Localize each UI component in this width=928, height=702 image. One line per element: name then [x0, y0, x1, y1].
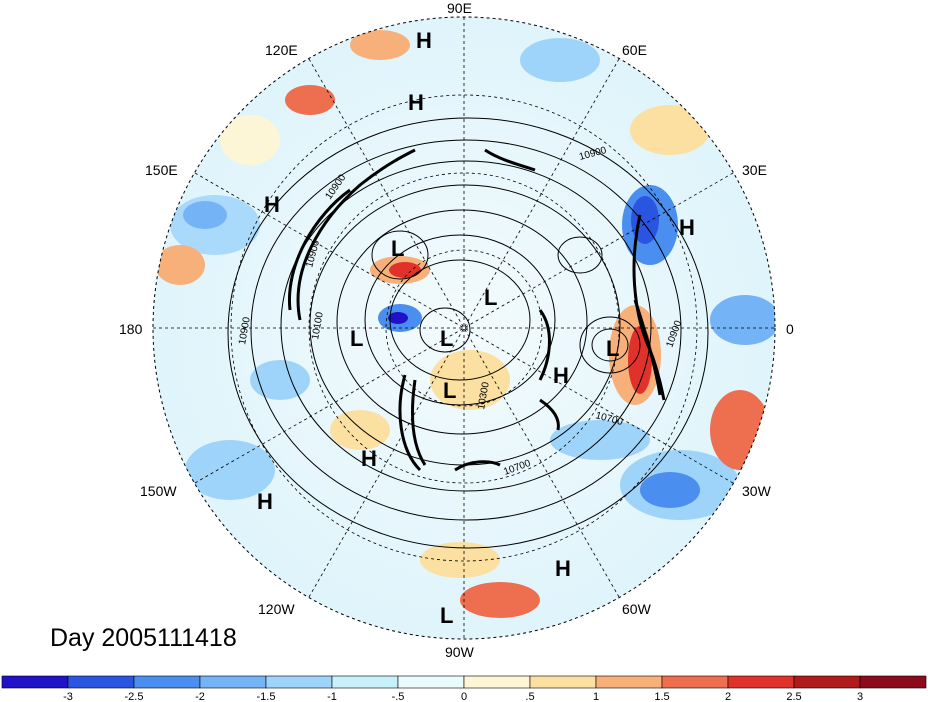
colorbar-swatch: [67, 675, 135, 689]
day-title: Day 2005111418: [50, 624, 237, 652]
colorbar-swatch: [397, 675, 465, 689]
colorbar-swatch: [331, 675, 399, 689]
colorbar-swatch: [199, 675, 267, 689]
lon-label-60e: 60E: [622, 42, 647, 58]
low-pressure-marker: L: [391, 236, 404, 261]
colorbar-tick-label: -3: [63, 691, 73, 702]
jet-stream: [287, 148, 666, 472]
colorbar-swatch: [133, 675, 201, 689]
high-pressure-marker: H: [264, 192, 280, 217]
low-pressure-marker: L: [350, 326, 363, 351]
colorbar: -3 -2.5 -2 -1.5 -1 -.5 0 .5 1 1.5 2 2.5 3: [1, 675, 927, 702]
colorbar-swatch: [859, 675, 927, 689]
longitude-labels: 90E 60E 30E 0 30W 60W 90W 120W 150W 180 …: [119, 0, 794, 660]
colorbar-swatch: [1, 675, 69, 689]
colorbar-tick-label: -2: [195, 691, 205, 702]
colorbar-tick-label: -2.5: [125, 691, 144, 702]
lon-label-150w: 150W: [140, 483, 177, 499]
colorbar-tick-label: 1.5: [654, 691, 669, 702]
colorbar-tick-label: 2: [725, 691, 731, 702]
colorbar-tick-label: 0: [461, 691, 467, 702]
contour-label: 10100: [310, 311, 326, 341]
low-pressure-marker: L: [484, 285, 497, 310]
colorbar-swatch: [529, 675, 597, 689]
lon-label-90e: 90E: [447, 0, 472, 16]
high-pressure-marker: H: [555, 556, 571, 581]
contour-label: 10900: [237, 316, 253, 346]
anomaly-field: [155, 30, 775, 618]
colorbar-tick-label: 1: [593, 691, 599, 702]
high-pressure-marker: H: [553, 363, 569, 388]
lon-label-30e: 30E: [742, 162, 767, 178]
contour-label: 10300: [476, 381, 492, 411]
low-pressure-marker: L: [606, 336, 619, 361]
colorbar-swatch: [661, 675, 729, 689]
low-pressure-marker: L: [440, 326, 453, 351]
colorbar-tick-label: .5: [525, 691, 534, 702]
colorbar-tick-label: -1.5: [257, 691, 276, 702]
high-pressure-marker: H: [416, 28, 432, 53]
colorbar-tick-label: -.5: [392, 691, 405, 702]
lon-label-60w: 60W: [622, 601, 652, 617]
high-pressure-marker: H: [679, 215, 695, 240]
high-pressure-marker: H: [408, 90, 424, 115]
colorbar-swatch: [265, 675, 333, 689]
lon-label-180: 180: [119, 321, 143, 337]
lon-label-0: 0: [786, 321, 794, 337]
colorbar-swatch: [595, 675, 663, 689]
low-pressure-marker: L: [443, 378, 456, 403]
colorbar-swatch: [727, 675, 795, 689]
colorbar-tick-label: -1: [327, 691, 337, 702]
high-pressure-marker: H: [257, 489, 273, 514]
high-pressure-marker: H: [361, 446, 377, 471]
lon-label-120w: 120W: [258, 601, 295, 617]
colorbar-swatch: [463, 675, 531, 689]
colorbar-tick-label: 3: [857, 691, 863, 702]
graticule: [153, 17, 775, 639]
colorbar-swatch: [793, 675, 861, 689]
lon-label-30w: 30W: [742, 483, 772, 499]
low-pressure-marker: L: [440, 603, 453, 628]
height-contours: [227, 117, 709, 549]
polar-map: 10900 10900 10900 10700 10700 10900 1010…: [152, 16, 776, 640]
colorbar-tick-label: 2.5: [786, 691, 801, 702]
lon-label-150e: 150E: [145, 162, 178, 178]
lon-label-120e: 120E: [265, 42, 298, 58]
lon-label-90w: 90W: [445, 644, 475, 660]
